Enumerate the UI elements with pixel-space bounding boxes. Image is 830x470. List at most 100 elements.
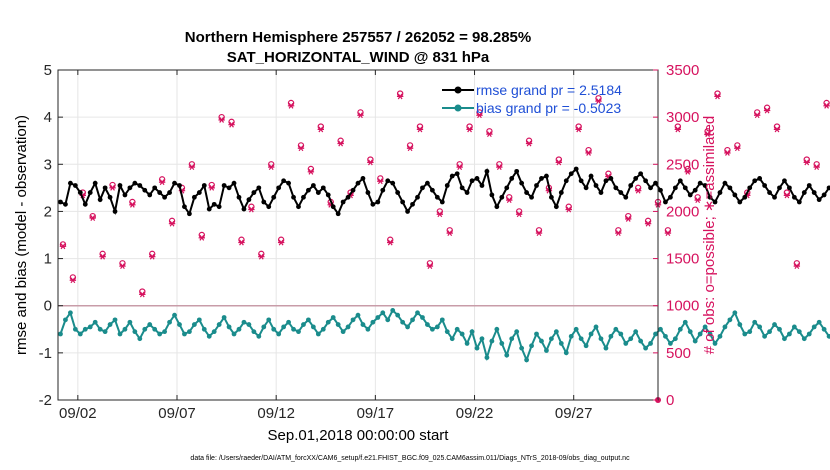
bias-data-point — [459, 331, 465, 337]
bias-data-point — [791, 324, 797, 330]
bias-data-point — [395, 312, 401, 318]
bias-data-point — [221, 315, 227, 320]
rmse-data-point — [474, 176, 480, 181]
assimilated-obs-point — [585, 150, 592, 156]
rmse-data-point — [772, 194, 777, 200]
bias-data-point — [434, 324, 440, 330]
y-left-tick-label-6: 4 — [44, 109, 52, 126]
rmse-data-point — [340, 199, 346, 205]
bias-data-point — [296, 329, 301, 335]
bias-data-point — [420, 315, 425, 320]
bias-data-point — [87, 324, 93, 330]
assimilated-obs-point — [724, 150, 731, 156]
bias-data-point — [345, 324, 351, 330]
assimilated-obs-point — [139, 291, 146, 298]
bias-data-point — [826, 333, 830, 339]
bias-data-point — [687, 329, 693, 335]
y-left-tick-label-4: 2 — [44, 203, 52, 220]
possible-obs-point — [773, 123, 781, 130]
rmse-data-point — [618, 190, 624, 195]
bias-data-point — [558, 341, 564, 346]
rmse-data-point — [157, 190, 163, 195]
bias-data-point — [350, 317, 356, 323]
bias-data-point — [390, 308, 396, 313]
y-right-tick-label-0: 0 — [666, 392, 674, 409]
rmse-data-point — [132, 180, 138, 186]
bias-data-point — [241, 319, 247, 325]
bias-data-point — [573, 326, 579, 332]
rmse-data-point — [787, 185, 792, 191]
rmse-data-point — [578, 178, 584, 184]
rmse-data-point — [335, 211, 341, 217]
assimilated-obs-point — [99, 253, 106, 260]
rmse-data-point — [563, 178, 569, 184]
bias-data-point — [757, 324, 763, 330]
bias-data-point — [767, 329, 772, 335]
rmse-data-point — [301, 194, 306, 200]
assimilated-obs-point — [446, 230, 453, 237]
bias-data-point — [315, 331, 321, 337]
bias-data-point — [67, 310, 73, 316]
rmse-data-point — [732, 192, 738, 198]
bias-data-point — [410, 317, 415, 323]
rmse-data-point — [112, 209, 118, 214]
y-right-tick-label-1: 500 — [666, 345, 691, 362]
y-axis-label-left: rmse and bias (model - observation) — [13, 115, 30, 355]
bias-data-point — [142, 326, 148, 332]
x-tick-label-5: 09/27 — [555, 405, 593, 422]
bias-data-point — [415, 310, 420, 316]
bias-data-point — [236, 326, 242, 332]
bias-data-point — [306, 317, 311, 323]
bias-data-point — [196, 317, 202, 323]
rmse-data-point — [494, 204, 500, 210]
bias-data-point — [722, 324, 728, 330]
rmse-data-point — [479, 183, 485, 188]
assimilated-obs-point — [268, 164, 275, 171]
bias-data-point — [568, 333, 574, 339]
rmse-data-point — [548, 194, 554, 200]
rmse-data-point — [345, 194, 351, 200]
rmse-data-point — [633, 176, 639, 181]
assimilated-obs-point — [625, 216, 632, 222]
assimilated-obs-point — [317, 126, 325, 133]
bias-data-point — [122, 326, 128, 332]
bias-data-point — [578, 336, 584, 342]
bias-data-point — [623, 341, 629, 346]
assimilated-obs-point — [595, 98, 602, 105]
rmse-data-point — [211, 201, 217, 207]
bias-data-point — [707, 331, 713, 337]
rmse-data-point — [201, 183, 207, 188]
rmse-data-point — [221, 183, 227, 188]
assimilated-obs-point — [565, 206, 572, 213]
rmse-data-point — [266, 204, 272, 210]
rmse-data-point — [271, 194, 277, 200]
rmse-data-point — [400, 199, 406, 205]
assimilated-obs-point — [535, 230, 543, 237]
rmse-data-point — [246, 197, 252, 203]
rmse-data-point — [762, 183, 768, 188]
rmse-data-point — [172, 180, 177, 186]
assimilated-obs-point — [168, 220, 176, 227]
rmse-data-point — [459, 185, 465, 191]
rmse-data-point — [137, 183, 143, 188]
rmse-data-point — [241, 206, 247, 212]
bias-data-point — [261, 324, 267, 330]
bias-data-point — [370, 319, 376, 325]
rmse-data-point — [737, 199, 743, 205]
assimilated-obs-point — [208, 184, 215, 191]
rmse-data-point — [727, 185, 733, 191]
rmse-data-point — [191, 194, 197, 200]
rmse-data-point — [499, 194, 505, 200]
bias-data-point — [816, 319, 822, 325]
plot-area — [57, 69, 830, 403]
assimilated-obs-point — [69, 277, 77, 284]
possible-obs-point — [823, 99, 830, 107]
bias-data-point — [539, 338, 544, 344]
assimilated-obs-point — [119, 263, 126, 270]
rmse-data-point — [251, 190, 257, 195]
rmse-data-point — [177, 183, 182, 188]
assimilated-obs-point — [466, 126, 473, 133]
y-axis-label-right: # of obs: o=possible; ∗=assimilated — [701, 116, 718, 355]
bias-data-point — [544, 348, 549, 353]
rmse-data-point — [687, 192, 693, 198]
